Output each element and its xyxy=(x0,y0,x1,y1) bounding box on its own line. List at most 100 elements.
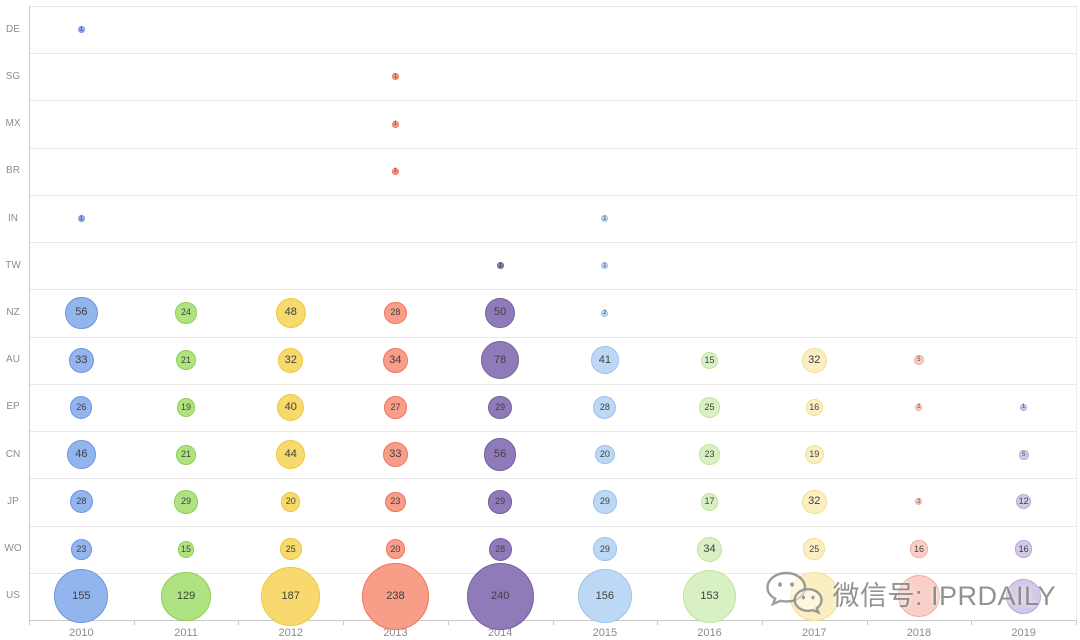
bubble-US-2014[interactable]: 240 xyxy=(466,562,534,630)
bubble-WO-2011[interactable]: 15 xyxy=(177,540,195,558)
bubble-AU-2016[interactable]: 15 xyxy=(701,351,718,369)
bubble-EP-2015[interactable]: 28 xyxy=(593,395,617,419)
bubble-IN-2015[interactable]: 1 xyxy=(601,215,609,223)
bubble-US-2019[interactable] xyxy=(1006,578,1042,614)
bubble-TW-2014[interactable]: 1 xyxy=(496,262,504,270)
bubble-value-label: 1 xyxy=(393,73,398,80)
bubble-AU-2015[interactable]: 41 xyxy=(590,346,619,375)
x-axis-tick xyxy=(1076,620,1077,625)
bubble-CN-2015[interactable]: 20 xyxy=(595,444,615,465)
bubble-BR-2013[interactable]: 1 xyxy=(391,167,399,175)
bubble-US-2010[interactable]: 155 xyxy=(54,569,109,624)
bubble-AU-2012[interactable]: 32 xyxy=(278,347,304,373)
bubble-WO-2016[interactable]: 34 xyxy=(696,536,723,562)
bubble-NZ-2013[interactable]: 28 xyxy=(383,301,407,325)
bubble-EP-2010[interactable]: 26 xyxy=(70,396,93,419)
y-axis-label-WO: WO xyxy=(4,543,22,555)
x-axis-label-2011: 2011 xyxy=(174,627,198,639)
x-axis-label-2017: 2017 xyxy=(802,627,827,639)
bubble-value-label: 1 xyxy=(1021,404,1026,411)
bubble-EP-2012[interactable]: 40 xyxy=(277,393,305,422)
bubble-WO-2015[interactable]: 29 xyxy=(593,537,617,561)
bubble-AU-2017[interactable]: 32 xyxy=(801,347,827,373)
y-axis-label-US: US xyxy=(6,590,20,602)
bubble-US-2016[interactable]: 153 xyxy=(682,569,737,624)
bubble-value-label: 44 xyxy=(284,448,297,461)
bubble-NZ-2014[interactable]: 50 xyxy=(484,297,516,329)
bubble-value-label: 1 xyxy=(79,26,84,33)
bubble-value-label: 19 xyxy=(181,401,192,412)
bubble-value-label: 40 xyxy=(284,400,297,413)
bubble-CN-2012[interactable]: 44 xyxy=(276,440,306,470)
plot-right-border xyxy=(1076,6,1077,620)
bubble-IN-2010[interactable]: 1 xyxy=(77,215,85,223)
bubble-JP-2010[interactable]: 28 xyxy=(69,490,93,514)
bubble-EP-2016[interactable]: 25 xyxy=(698,396,721,419)
bubble-EP-2019[interactable]: 1 xyxy=(1020,403,1028,411)
bubble-JP-2012[interactable]: 20 xyxy=(281,492,301,512)
bubble-JP-2019[interactable]: 12 xyxy=(1016,494,1032,510)
bubble-MX-2013[interactable]: 1 xyxy=(391,120,399,128)
bubble-TW-2015[interactable]: 1 xyxy=(601,262,609,270)
bubble-value-label: 29 xyxy=(599,496,610,507)
bubble-US-2013[interactable]: 238 xyxy=(361,562,429,630)
y-axis-label-TW: TW xyxy=(5,259,21,271)
bubble-WO-2019[interactable]: 16 xyxy=(1014,540,1033,558)
bubble-JP-2015[interactable]: 29 xyxy=(593,490,617,514)
bubble-EP-2011[interactable]: 19 xyxy=(176,398,196,417)
row-separator-line xyxy=(29,194,1076,196)
bubble-US-2015[interactable]: 156 xyxy=(577,569,632,624)
bubble-value-label: 1 xyxy=(603,262,607,269)
bubble-value-label: 15 xyxy=(704,354,715,365)
bubble-EP-2014[interactable]: 29 xyxy=(488,395,512,420)
bubble-JP-2014[interactable]: 29 xyxy=(488,490,512,514)
bubble-EP-2018[interactable]: 2 xyxy=(915,403,923,411)
bubble-JP-2016[interactable]: 17 xyxy=(700,492,719,511)
bubble-CN-2017[interactable]: 19 xyxy=(804,445,824,465)
bubble-value-label: 15 xyxy=(181,543,192,554)
bubble-WO-2017[interactable]: 25 xyxy=(803,538,826,560)
bubble-CN-2014[interactable]: 56 xyxy=(483,438,517,471)
bubble-CN-2013[interactable]: 33 xyxy=(382,442,408,468)
x-axis-tick xyxy=(657,620,659,625)
bubble-NZ-2011[interactable]: 24 xyxy=(175,302,197,324)
bubble-CN-2019[interactable]: 5 xyxy=(1018,449,1029,460)
bubble-NZ-2010[interactable]: 56 xyxy=(65,296,98,330)
bubble-AU-2013[interactable]: 34 xyxy=(382,347,409,373)
bubble-US-2011[interactable]: 129 xyxy=(161,571,211,622)
bubble-JP-2013[interactable]: 23 xyxy=(385,491,406,513)
bubble-SG-2013[interactable]: 1 xyxy=(391,73,399,81)
bubble-WO-2012[interactable]: 25 xyxy=(279,538,302,560)
bubble-JP-2017[interactable]: 32 xyxy=(801,489,827,515)
bubble-WO-2014[interactable]: 28 xyxy=(488,537,512,561)
bubble-EP-2017[interactable]: 16 xyxy=(805,398,823,417)
bubble-AU-2011[interactable]: 21 xyxy=(176,350,196,371)
bubble-value-label: 1 xyxy=(393,168,398,175)
bubble-JP-2011[interactable]: 29 xyxy=(174,490,198,514)
bubble-NZ-2012[interactable]: 48 xyxy=(275,297,306,329)
bubble-WO-2018[interactable]: 16 xyxy=(910,540,928,558)
bubble-NZ-2015[interactable]: 2 xyxy=(601,309,609,317)
y-axis-label-IN: IN xyxy=(8,212,18,224)
x-axis-tick xyxy=(447,620,449,625)
bubble-value-label: 16 xyxy=(809,401,820,412)
bubble-US-2018[interactable] xyxy=(897,575,940,618)
bubble-value-label: 56 xyxy=(75,306,88,319)
bubble-CN-2016[interactable]: 23 xyxy=(699,444,720,466)
bubble-AU-2018[interactable]: 5 xyxy=(914,355,924,366)
bubble-value-label: 23 xyxy=(704,449,715,460)
bubble-JP-2018[interactable]: 2 xyxy=(915,498,923,506)
bubble-CN-2010[interactable]: 46 xyxy=(66,439,97,470)
bubble-US-2012[interactable]: 187 xyxy=(261,566,321,627)
bubble-value-label: 1 xyxy=(79,215,84,222)
row-separator-line xyxy=(29,525,1076,527)
bubble-AU-2010[interactable]: 33 xyxy=(68,347,94,373)
bubble-value-label: 46 xyxy=(75,448,88,461)
bubble-CN-2011[interactable]: 21 xyxy=(176,444,196,465)
x-axis-label-2015: 2015 xyxy=(592,627,618,639)
bubble-DE-2010[interactable]: 1 xyxy=(77,26,85,34)
bubble-WO-2013[interactable]: 20 xyxy=(385,539,406,559)
bubble-EP-2013[interactable]: 27 xyxy=(384,396,407,419)
bubble-WO-2010[interactable]: 23 xyxy=(70,538,92,560)
bubble-AU-2014[interactable]: 78 xyxy=(480,341,520,380)
